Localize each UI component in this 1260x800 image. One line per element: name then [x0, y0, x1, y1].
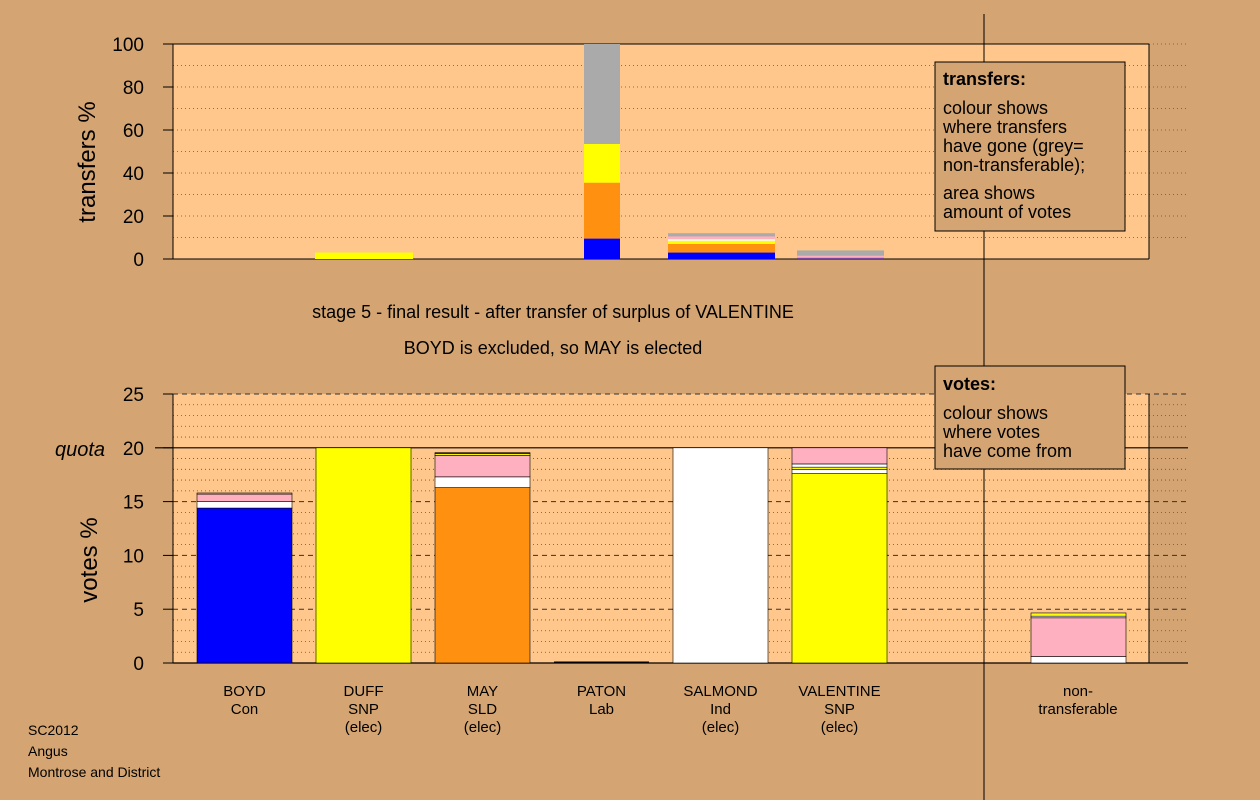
votes-bar-segment — [672, 447, 769, 664]
candidate-label-line: DUFF — [344, 683, 384, 700]
votes-tick-labels: 0 5 10 15 20 25 — [123, 385, 173, 675]
transfers-legend-line: area shows — [943, 183, 1035, 203]
votes-bar-segment — [434, 455, 531, 478]
votes-bar-segment — [196, 501, 293, 509]
candidate-labels: BOYDConDUFFSNP(elec)MAYSLD(elec)PATONLab… — [223, 683, 1117, 736]
votes-tick-label: 15 — [123, 493, 144, 514]
votes-bar-segment — [434, 476, 531, 488]
transfers-bar-segment — [668, 239, 775, 241]
votes-bar-segment — [434, 487, 531, 664]
votes-bar-segment — [791, 466, 888, 470]
votes-bar-segment — [791, 473, 888, 664]
candidate-label-line: SLD — [468, 701, 497, 718]
quota-label: quota — [55, 439, 105, 461]
transfers-bar-segment — [668, 233, 775, 237]
transfers-legend-line: non-transferable); — [943, 155, 1085, 175]
candidate-label-line: (elec) — [702, 719, 740, 736]
transfers-bar-segment — [315, 252, 413, 259]
votes-tick-label: 10 — [123, 546, 144, 567]
transfers-bar-segment — [797, 257, 884, 259]
votes-bar-segment — [196, 492, 293, 495]
transfers-tick-label: 100 — [112, 35, 144, 56]
votes-bar-segment — [434, 452, 531, 455]
transfers-bar-segment — [797, 255, 884, 258]
transfers-bar-segment — [584, 143, 620, 183]
nontransferable-bar-segment — [1030, 656, 1127, 664]
footer-line-1: SC2012 — [28, 722, 79, 738]
votes-legend-line: have come from — [943, 441, 1072, 461]
votes-bar-segment — [791, 469, 888, 474]
candidate-label-line: SNP — [348, 701, 379, 718]
transfers-bar-segment — [797, 258, 884, 259]
candidate-label-line: Ind — [710, 701, 731, 718]
transfers-tick-label: 0 — [133, 250, 144, 271]
votes-legend-title: votes: — [943, 374, 996, 394]
transfers-bar-segment — [668, 243, 775, 253]
transfers-bar-segment — [668, 252, 775, 259]
nontransferable-label-line: transferable — [1038, 701, 1117, 718]
votes-tick-label: 20 — [123, 439, 144, 460]
votes-y-label: votes % — [76, 517, 103, 602]
transfers-tick-label: 20 — [123, 207, 144, 228]
candidate-label-line: (elec) — [821, 719, 859, 736]
votes-bar-segment — [791, 447, 888, 465]
candidate-label-line: (elec) — [464, 719, 502, 736]
transfers-tick-label: 60 — [123, 121, 144, 142]
footer-line-2: Angus — [28, 743, 68, 759]
transfers-legend-line: colour shows — [943, 98, 1048, 118]
votes-bar-segment — [196, 493, 293, 502]
transfers-legend-line: have gone (grey= — [943, 136, 1084, 156]
candidate-label-line: BOYD — [223, 683, 266, 700]
votes-bars — [196, 447, 1127, 664]
transfers-legend-title: transfers: — [943, 69, 1026, 89]
transfers-bar-segment — [797, 250, 884, 256]
candidate-label-line: PATON — [577, 683, 626, 700]
transfers-y-label: transfers % — [74, 101, 101, 222]
votes-tick-label: 5 — [133, 600, 144, 621]
transfers-tick-label: 80 — [123, 78, 144, 99]
candidate-label-line: SALMOND — [683, 683, 757, 700]
votes-tick-label: 25 — [123, 385, 144, 406]
transfers-bar-segment — [668, 240, 775, 244]
transfers-bar-segment — [584, 182, 620, 239]
candidate-label-line: SNP — [824, 701, 855, 718]
nontransferable-bar-segment — [1030, 612, 1127, 617]
votes-tick-label: 0 — [133, 654, 144, 675]
transfers-tick-label: 40 — [123, 164, 144, 185]
transfers-tick-labels: 0 20 40 60 80 100 — [112, 35, 173, 271]
candidate-label-line: VALENTINE — [798, 683, 880, 700]
candidate-label-line: MAY — [467, 683, 498, 700]
transfers-bar-segment — [584, 44, 620, 144]
votes-bar-segment — [315, 447, 412, 664]
votes-bar-segment — [196, 507, 293, 664]
candidate-label-line: (elec) — [345, 719, 383, 736]
candidate-label-line: Con — [231, 701, 259, 718]
transfers-bar-segment — [668, 236, 775, 240]
candidate-label-line: Lab — [589, 701, 614, 718]
transfers-legend-line: amount of votes — [943, 202, 1071, 222]
transfers-legend-box — [934, 61, 1126, 232]
votes-bar-segment — [791, 463, 888, 468]
transfers-bars — [315, 44, 884, 259]
votes-legend-box — [934, 365, 1126, 470]
stage-text: stage 5 - final result - after transfer … — [312, 302, 794, 322]
transfers-legend-line: where transfers — [942, 117, 1067, 137]
transfers-bar-segment — [584, 238, 620, 259]
votes-legend-line: colour shows — [943, 403, 1048, 423]
nontransferable-label-line: non- — [1063, 683, 1093, 700]
votes-legend-line: where votes — [942, 422, 1040, 442]
nontransferable-bar-segment — [1030, 617, 1127, 657]
result-text: BOYD is excluded, so MAY is elected — [404, 338, 702, 358]
footer-line-3: Montrose and District — [28, 764, 160, 780]
